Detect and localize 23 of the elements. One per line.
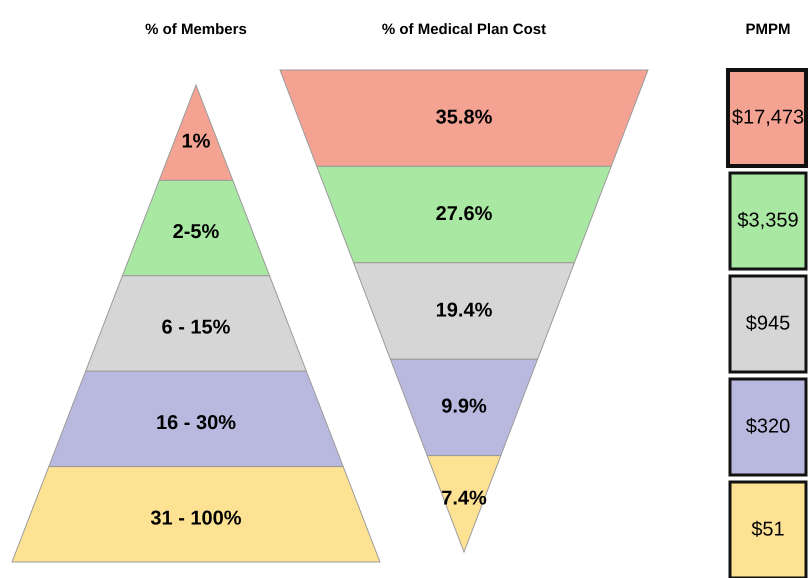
data-label: $945 [746, 312, 790, 334]
funnel-segment: 19.4% [352, 262, 576, 360]
data-label: 27.6% [436, 202, 493, 225]
text: % of Medical Plan Cost [382, 21, 546, 38]
data-label: 9.9% [441, 396, 488, 418]
text: % of Members [145, 21, 247, 38]
data-label: $320 [746, 415, 790, 438]
text: PMPM [746, 21, 790, 38]
category-label: 31 - 100% [150, 507, 242, 530]
data-label: 7.4% [441, 487, 488, 510]
data-label: $17,473 [732, 106, 804, 128]
category-label: 16 - 30% [156, 412, 236, 434]
funnel-segment: 7.4% [426, 455, 502, 552]
funnel-segment: 9.9% [390, 358, 538, 456]
data-label: 19.4% [436, 299, 493, 322]
category-label: 1% [182, 130, 211, 153]
category-label: 6 - 15% [162, 316, 231, 339]
funnel-segment: 27.6% [316, 166, 612, 264]
data-label: 35.8% [436, 106, 493, 128]
data-label: $51 [751, 518, 785, 540]
category-label: 2-5% [172, 221, 220, 244]
funnel-segment: 35.8% [279, 70, 649, 167]
data-label: $3,359 [737, 209, 799, 232]
